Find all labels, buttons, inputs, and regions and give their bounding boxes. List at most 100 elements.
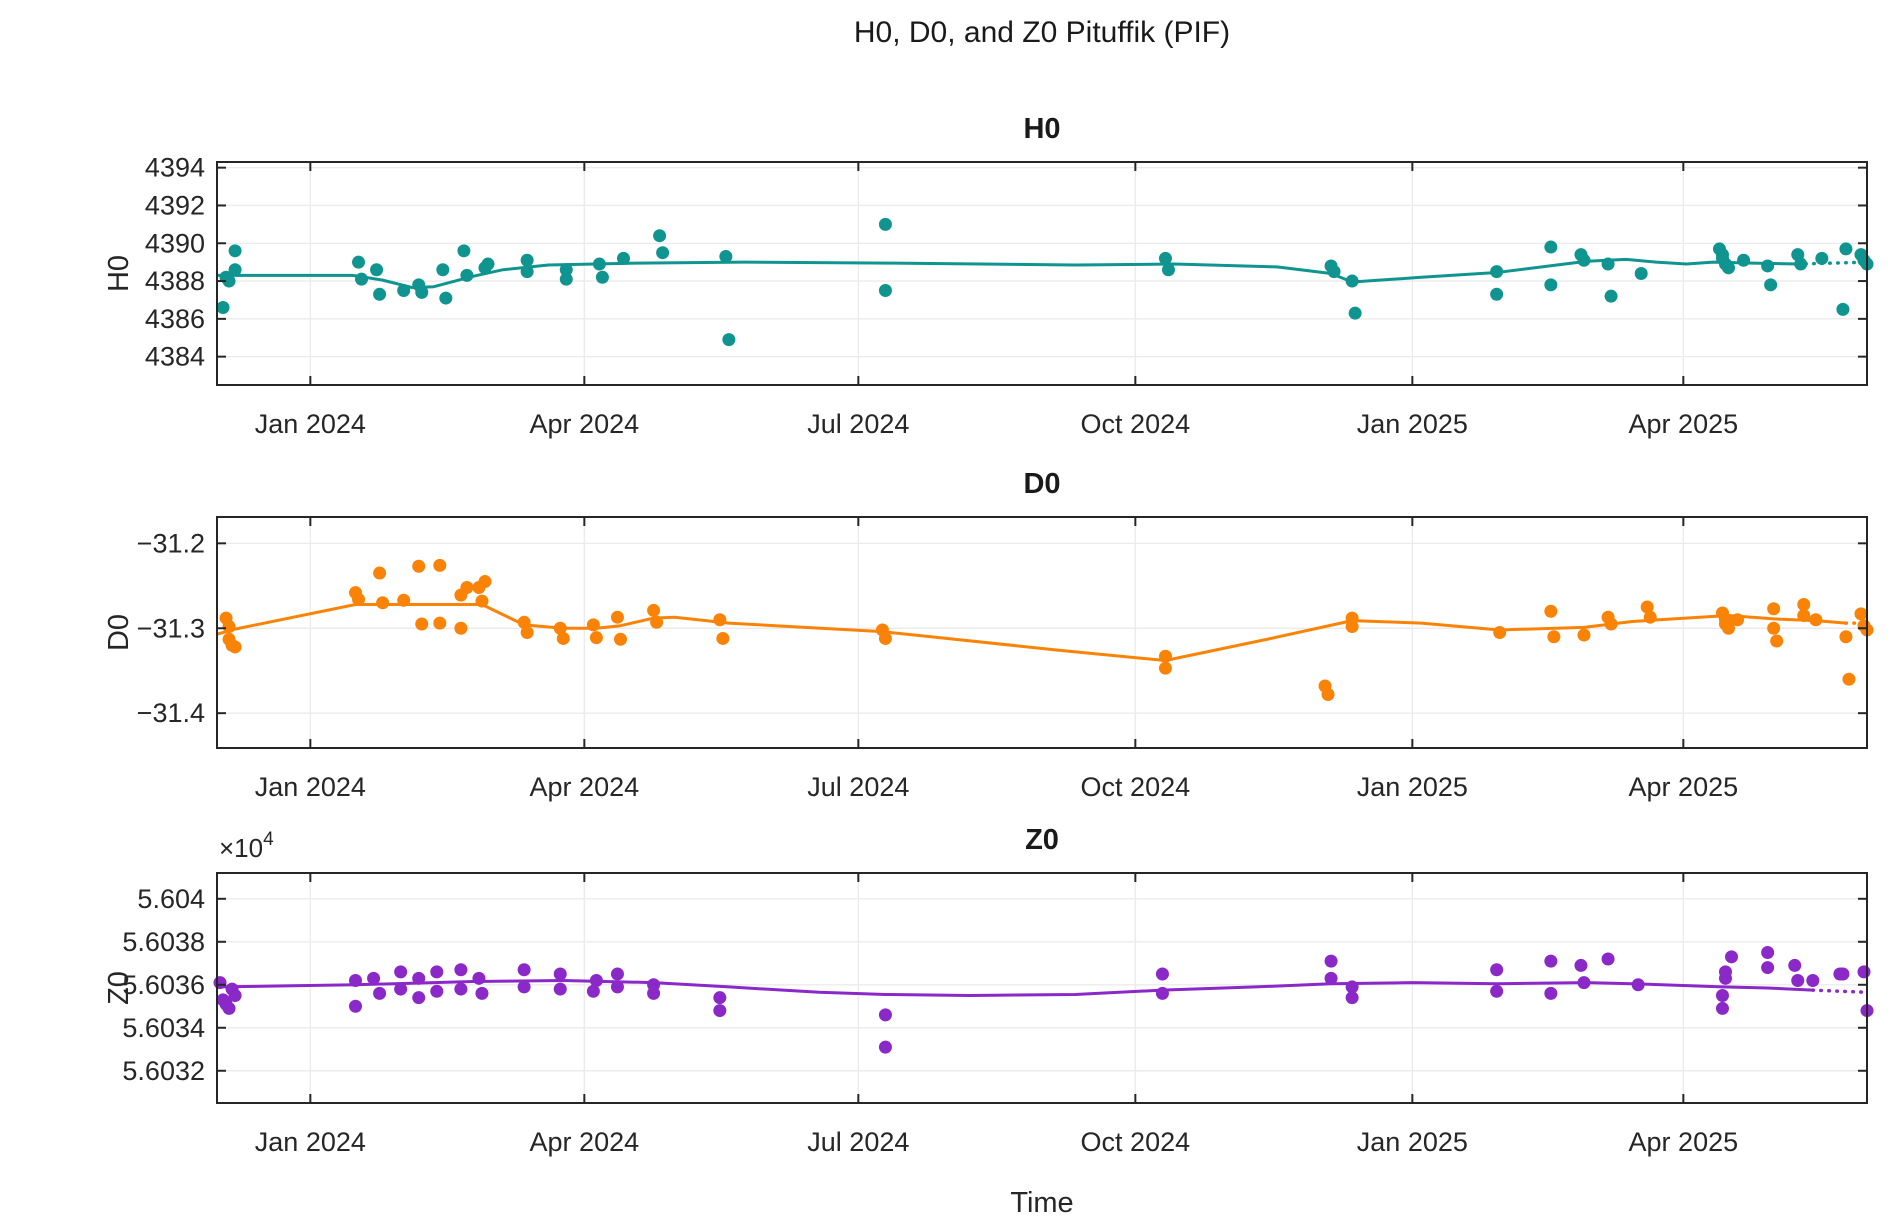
data-point bbox=[1345, 980, 1359, 994]
data-point bbox=[1836, 302, 1850, 316]
data-point bbox=[352, 255, 366, 269]
data-point bbox=[460, 268, 474, 282]
x-tick-label: Jan 2025 bbox=[1357, 772, 1468, 802]
data-point bbox=[1797, 609, 1811, 623]
data-point bbox=[1737, 253, 1751, 267]
data-point bbox=[592, 257, 606, 271]
x-tick-label: Apr 2025 bbox=[1629, 409, 1739, 439]
data-point bbox=[376, 596, 390, 610]
data-point bbox=[878, 631, 892, 645]
data-point bbox=[397, 284, 411, 298]
y-tick-label: −31.4 bbox=[137, 698, 205, 728]
data-point bbox=[228, 989, 242, 1003]
y-tick-label: 4388 bbox=[145, 266, 205, 296]
data-point bbox=[1158, 661, 1172, 675]
data-point bbox=[1345, 991, 1359, 1005]
data-point bbox=[1158, 649, 1172, 663]
data-point bbox=[553, 621, 567, 635]
data-point bbox=[647, 986, 661, 1000]
data-point bbox=[1490, 287, 1504, 301]
data-point bbox=[556, 631, 570, 645]
data-point bbox=[430, 984, 444, 998]
data-point bbox=[559, 263, 573, 277]
data-point bbox=[1839, 630, 1853, 644]
x-tick-label: Jul 2024 bbox=[807, 1127, 909, 1157]
data-point bbox=[433, 558, 447, 572]
x-tick-label: Jan 2024 bbox=[255, 409, 366, 439]
data-point bbox=[430, 965, 444, 979]
y-tick-label: 5.6032 bbox=[122, 1056, 205, 1086]
subplot-h0: 4384 4386 4388 4390 4392 4394 Jan 2024 Apr 2024… bbox=[103, 113, 1874, 439]
data-point bbox=[394, 982, 408, 996]
data-point bbox=[1631, 978, 1645, 992]
data-point bbox=[415, 285, 429, 299]
y-tick-label: −31.2 bbox=[137, 528, 205, 558]
data-point bbox=[553, 982, 567, 996]
data-point bbox=[1544, 986, 1558, 1000]
scatter-points bbox=[213, 946, 1874, 1054]
data-point bbox=[454, 982, 468, 996]
data-point bbox=[373, 986, 387, 1000]
data-point bbox=[370, 263, 384, 277]
trend-line bbox=[216, 978, 1813, 998]
data-point bbox=[1731, 613, 1745, 627]
data-point bbox=[412, 971, 426, 985]
subplot-z0: 5.6032 5.6034 5.6036 5.6038 5.604 Jan 2024 Apr… bbox=[103, 824, 1874, 1157]
data-point bbox=[355, 272, 369, 286]
data-point bbox=[1721, 261, 1735, 275]
data-point bbox=[713, 991, 727, 1005]
data-point bbox=[616, 251, 630, 265]
x-tick-label: Apr 2025 bbox=[1629, 772, 1739, 802]
x-tick-label: Jul 2024 bbox=[807, 772, 909, 802]
data-point bbox=[373, 287, 387, 301]
x-tick-label: Jul 2024 bbox=[807, 409, 909, 439]
data-point bbox=[586, 618, 600, 632]
data-point bbox=[1574, 958, 1588, 972]
data-point bbox=[653, 229, 667, 243]
data-point bbox=[656, 246, 670, 260]
data-point bbox=[1836, 967, 1850, 981]
figure-title: H0, D0, and Z0 Pituffik (PIF) bbox=[854, 16, 1230, 49]
data-point bbox=[610, 610, 624, 624]
x-tick-label: Oct 2024 bbox=[1081, 1127, 1191, 1157]
data-point bbox=[228, 640, 242, 654]
data-point bbox=[1348, 306, 1362, 320]
data-point bbox=[1158, 251, 1172, 265]
data-point bbox=[436, 263, 450, 277]
subplot-title-h0: H0 bbox=[1023, 113, 1060, 145]
data-point bbox=[1604, 617, 1618, 631]
y-tick-label: 4384 bbox=[145, 342, 205, 372]
data-point bbox=[1327, 265, 1341, 279]
data-point bbox=[1155, 967, 1169, 981]
data-point bbox=[1794, 257, 1808, 271]
data-point bbox=[520, 265, 534, 279]
data-point bbox=[228, 244, 242, 258]
data-point bbox=[589, 973, 603, 987]
data-point bbox=[397, 593, 411, 607]
scatter-points bbox=[219, 558, 1874, 701]
data-point bbox=[1842, 672, 1856, 686]
y-tick-label: −31.3 bbox=[137, 613, 205, 643]
data-point bbox=[878, 284, 892, 298]
data-point bbox=[481, 257, 495, 271]
data-point bbox=[719, 249, 733, 263]
data-point bbox=[1770, 634, 1784, 648]
data-point bbox=[1718, 965, 1732, 979]
y-tick-label: 5.604 bbox=[137, 884, 205, 914]
data-point bbox=[1721, 621, 1735, 635]
data-point bbox=[1809, 613, 1823, 627]
x-tick-label: Apr 2024 bbox=[530, 409, 640, 439]
data-point bbox=[1544, 954, 1558, 968]
y-tick-label: 4394 bbox=[145, 153, 205, 183]
data-point bbox=[222, 1001, 236, 1015]
data-point bbox=[517, 980, 531, 994]
x-tick-label: Jan 2025 bbox=[1357, 1127, 1468, 1157]
data-point bbox=[1155, 986, 1169, 1000]
data-point bbox=[878, 217, 892, 231]
data-point bbox=[394, 965, 408, 979]
data-point bbox=[454, 963, 468, 977]
data-point bbox=[520, 253, 534, 267]
data-point bbox=[439, 291, 453, 305]
data-point bbox=[1345, 620, 1359, 634]
data-point bbox=[1544, 240, 1558, 254]
